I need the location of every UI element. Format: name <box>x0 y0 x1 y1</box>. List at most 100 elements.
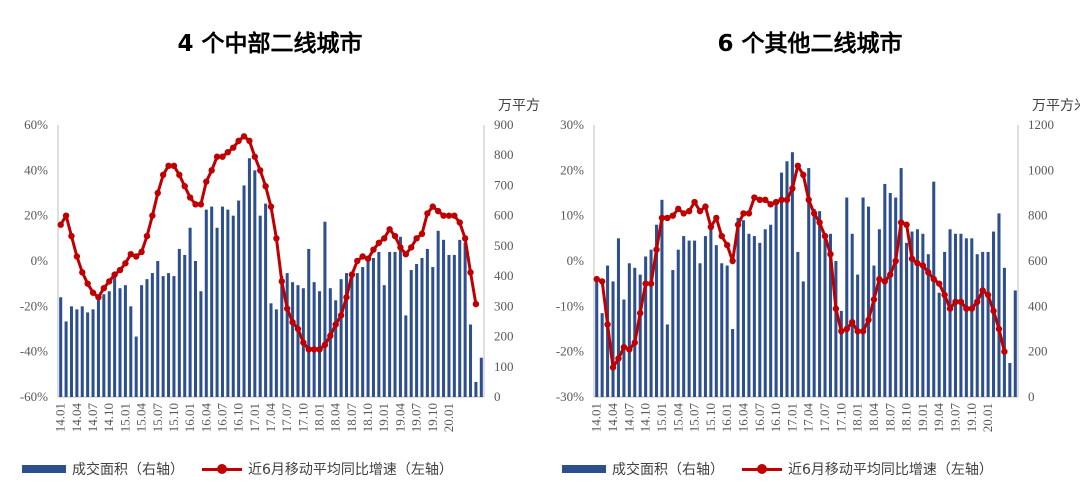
bar <box>905 242 909 397</box>
x-axis-tick-label: 14.07 <box>85 403 100 433</box>
chart-panel-left: 4 个中部二线城市 60% 40% 20% 0% -20% -40% -60% 900 800 7… <box>20 31 540 478</box>
line-point <box>696 207 704 215</box>
line-point <box>816 219 823 226</box>
right-axis-tick-label: 1200 <box>1028 117 1054 132</box>
line-point <box>402 251 410 258</box>
x-axis-tick-label: 14.04 <box>605 403 620 433</box>
line-point <box>631 339 638 346</box>
bar <box>420 257 424 397</box>
legend-bar-swatch <box>22 465 66 473</box>
bar <box>741 220 746 397</box>
line-point <box>132 253 140 260</box>
x-axis-tick-label: 14.07 <box>621 403 636 433</box>
legend-line-label: 近6月移动平均同比增速（左轴） <box>788 462 993 478</box>
line-point <box>783 196 791 203</box>
line-point <box>381 235 388 242</box>
bar <box>856 274 860 397</box>
bar <box>285 273 289 397</box>
bar <box>709 229 713 397</box>
line-point <box>821 232 829 240</box>
bar <box>253 170 257 397</box>
line-point <box>620 343 628 351</box>
bar <box>937 292 941 397</box>
line-point <box>897 219 905 226</box>
bar <box>698 263 702 397</box>
bar <box>69 306 73 397</box>
x-axis-tick-label: 17.07 <box>279 403 294 433</box>
bar <box>258 215 262 397</box>
bar <box>785 161 789 397</box>
bar <box>861 197 865 397</box>
line-point <box>434 207 442 215</box>
line-point <box>974 298 981 305</box>
bar <box>818 211 822 397</box>
bar <box>823 233 827 397</box>
left-axis-tick-label: -20% <box>556 344 584 359</box>
line-point <box>789 185 796 192</box>
line-point <box>609 364 617 371</box>
bar <box>638 274 642 397</box>
x-axis-tick-label: 15.07 <box>687 403 702 433</box>
bar <box>595 276 599 397</box>
x-axis-tick-label: 20.01 <box>980 403 995 432</box>
bar <box>204 209 208 397</box>
bar <box>682 236 686 397</box>
line-point <box>876 275 883 283</box>
line-point <box>903 221 910 228</box>
line-point <box>316 346 323 353</box>
bar <box>970 238 974 397</box>
bar <box>877 229 881 397</box>
line-point <box>68 232 75 240</box>
x-axis-tick-label: 14.10 <box>638 403 653 432</box>
line-point <box>300 339 307 346</box>
line-point <box>925 269 932 276</box>
line-point <box>224 149 232 156</box>
bar <box>915 229 919 397</box>
bar <box>264 203 268 397</box>
line-point <box>604 321 611 328</box>
bar <box>828 233 832 397</box>
line-point <box>181 183 188 190</box>
line-point <box>658 214 666 222</box>
bar <box>474 381 478 397</box>
bar <box>948 229 952 397</box>
bar <box>458 239 462 397</box>
line-point <box>456 219 463 226</box>
bar <box>377 251 381 397</box>
line-point <box>995 325 1003 333</box>
right-axis-unit: 万平方米 <box>498 98 540 114</box>
x-axis-tick-label: 14.01 <box>53 403 68 432</box>
x-axis-tick-label: 18.01 <box>850 403 865 432</box>
line-point <box>691 198 698 206</box>
bar <box>845 197 849 397</box>
right-axis-tick-label: 900 <box>494 117 514 132</box>
line-point <box>327 332 334 339</box>
line-point <box>440 212 447 219</box>
line-point <box>653 246 660 253</box>
bar <box>763 229 767 397</box>
bar <box>932 181 936 397</box>
x-axis-tick-label: 19.01 <box>915 403 930 432</box>
bar <box>953 233 958 397</box>
bar <box>80 306 84 397</box>
bar <box>943 251 947 397</box>
bar <box>123 285 127 397</box>
bar <box>156 261 160 397</box>
bar <box>731 329 735 397</box>
bar <box>812 208 816 397</box>
bar <box>926 254 930 397</box>
line-point <box>805 196 812 203</box>
line-point <box>1001 348 1008 355</box>
bar <box>627 263 631 397</box>
bar <box>997 213 1001 397</box>
bar <box>758 242 762 397</box>
bar <box>193 261 198 397</box>
bar <box>242 185 246 397</box>
x-axis-tick-label: 18.04 <box>866 403 881 433</box>
legend-line-label: 近6月移动平均同比增速（左轴） <box>248 462 453 478</box>
line-point <box>219 153 226 160</box>
line-point <box>375 239 383 247</box>
bar <box>899 168 903 397</box>
x-axis-tick-label: 16.07 <box>214 403 229 433</box>
line-point <box>397 244 404 251</box>
